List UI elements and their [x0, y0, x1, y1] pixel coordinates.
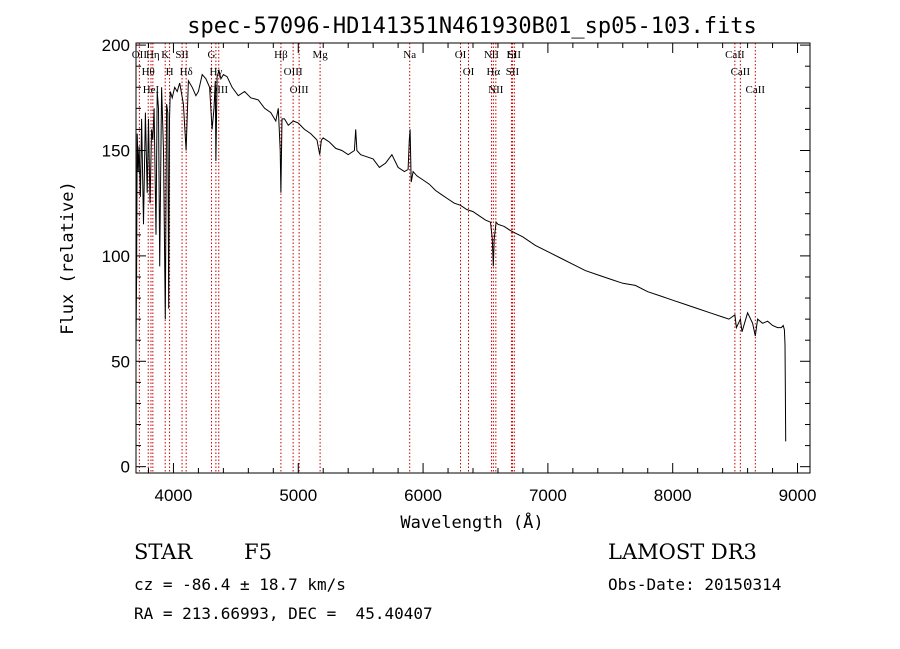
marker-label: HeI [143, 84, 160, 96]
marker-label: G [208, 49, 216, 61]
marker-label: CaII [746, 84, 766, 96]
marker-label: OII [132, 49, 148, 61]
marker-label: NII [484, 49, 500, 61]
marker-label: Hα [486, 66, 500, 78]
line-markers [138, 43, 756, 473]
marker-label: SII [506, 66, 520, 78]
x-axis: 4000 5000 6000 7000 8000 9000 [147, 43, 817, 505]
y-axis: 0 50 100 150 200 [102, 36, 810, 477]
y-tick-label: 100 [102, 247, 130, 266]
marker-label: Mg [312, 49, 328, 61]
marker-label: OIII [284, 66, 303, 78]
marker-label: Na [403, 49, 416, 61]
object-subclass: F5 [244, 540, 272, 564]
x-tick-label: 7000 [529, 486, 567, 505]
marker-label: Hδ [180, 66, 193, 78]
spectrum-line [135, 68, 787, 442]
x-axis-label: Wavelength (Å) [400, 511, 543, 533]
observation-date: Obs-Date: 20150314 [608, 575, 782, 594]
marker-label: SII [508, 49, 522, 61]
marker-label: NII [488, 84, 504, 96]
x-tick-label: 4000 [155, 486, 193, 505]
marker-label: H [166, 66, 174, 78]
marker-label: Hη [146, 49, 160, 61]
survey-name: LAMOST DR3 [608, 540, 757, 564]
chart-title: spec-57096-HD141351N461930B01_sp05-103.f… [187, 14, 757, 39]
object-class: STAR [134, 540, 193, 564]
x-tick-label: 5000 [279, 486, 317, 505]
x-tick-label: 8000 [654, 486, 692, 505]
marker-label: OIII [290, 84, 309, 96]
marker-label: CaII [731, 66, 751, 78]
y-tick-label: 150 [102, 142, 130, 161]
x-tick-label: 9000 [779, 486, 817, 505]
plot-frame [135, 42, 811, 474]
marker-label: Li [507, 49, 517, 61]
y-tick-label: 50 [111, 352, 130, 371]
marker-label: K [161, 49, 169, 61]
marker-label: OIII [209, 84, 228, 96]
marker-label: OI [463, 66, 475, 78]
marker-label: SII [175, 49, 189, 61]
redshift-velocity: cz = -86.4 ± 18.7 km/s [134, 575, 346, 594]
y-axis-label: Flux (relative) [58, 181, 78, 335]
x-tick-label: 6000 [404, 486, 442, 505]
marker-label: Hθ [142, 66, 155, 78]
y-tick-label: 200 [102, 36, 130, 55]
y-tick-label: 0 [121, 458, 130, 477]
coordinates: RA = 213.66993, DEC = 45.40407 [134, 604, 433, 623]
marker-label: Hβ [274, 49, 288, 61]
marker-label: CaII [725, 49, 745, 61]
marker-label: OI [455, 49, 467, 61]
